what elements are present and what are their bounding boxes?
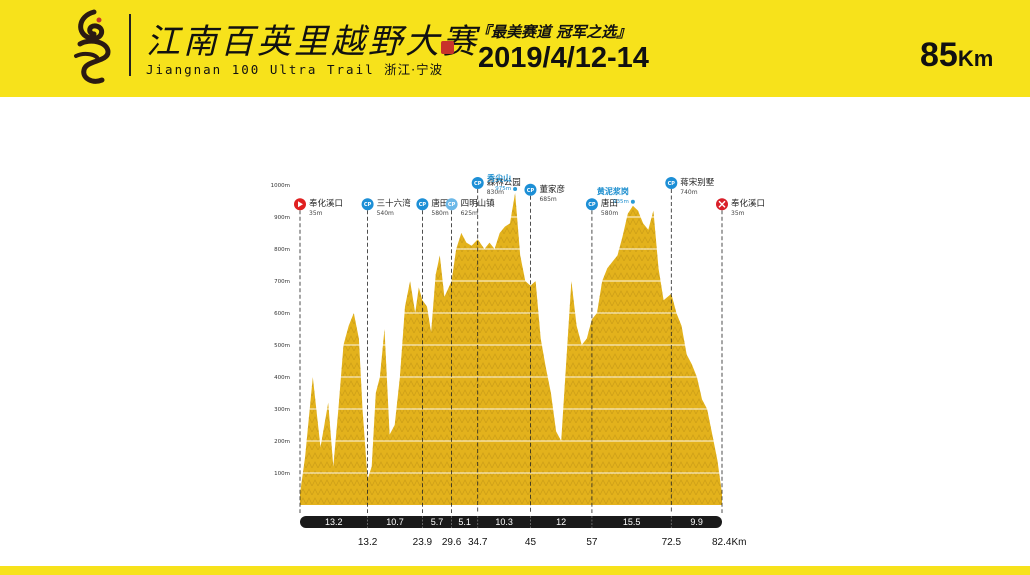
svg-text:CP: CP [588, 202, 596, 208]
checkpoint-elevation: 540m [377, 210, 394, 217]
cumulative-distance-label: 82.4Km [712, 537, 746, 548]
segment-bar: 13.2 10.7 5.7 5.1 10.3 12 15.5 9.9 13.2 23.9 29.6 3… [300, 516, 746, 548]
race-slogan: 『最美赛道 冠军之选』 [476, 23, 632, 41]
cp-icon: CP [524, 183, 537, 196]
cp-icon: CP [361, 198, 374, 211]
y-tick-label: 100m [274, 471, 290, 477]
peak-name: 黄泥浆岗 [597, 186, 629, 196]
checkpoint-name: 三十六湾 [377, 198, 412, 209]
checkpoint-name: 奉化溪口 [309, 198, 343, 209]
checkpoint-elevation: 35m [309, 210, 323, 217]
cp-icon: CP [585, 198, 598, 211]
race-title-english: Jiangnan 100 Ultra Trail 浙江·宁波 [146, 62, 444, 77]
race-date: 2019/4/12-14 [478, 42, 649, 74]
y-tick-label: 600m [274, 311, 290, 317]
y-tick-label: 200m [274, 439, 290, 445]
cumulative-distance-label: 57 [586, 537, 598, 548]
y-tick-label: 800m [274, 247, 290, 253]
svg-text:CP: CP [668, 181, 676, 187]
gridlines [300, 184, 722, 474]
cp-icon: CP [471, 177, 484, 189]
segment-length: 5.1 [458, 517, 471, 527]
header-bar [0, 0, 1030, 97]
cp-icon: CP [445, 198, 458, 211]
segment-length: 12 [556, 517, 566, 527]
checkpoint-name: 森林公园 [487, 177, 521, 188]
checkpoint-name: 董家彦 [539, 184, 565, 195]
y-tick-label: 900m [274, 215, 290, 221]
race-location: 浙江·宁波 [384, 62, 444, 77]
segment-length: 13.2 [325, 517, 343, 527]
cumulative-distance-label: 23.9 [413, 537, 433, 548]
y-tick-label: 1000m [271, 183, 290, 189]
dragon-logo-icon [74, 9, 111, 84]
checkpoint-elevation: 580m [601, 210, 618, 217]
svg-text:CP: CP [474, 181, 482, 187]
checkpoint-name: 唐田 [431, 198, 448, 209]
terrain-texture [300, 193, 722, 505]
peak-elevation: 935m [613, 199, 629, 205]
y-tick-label: 700m [274, 279, 290, 285]
checkpoint-elevation: 580m [431, 210, 448, 217]
svg-text:CP: CP [448, 202, 456, 208]
header-divider [129, 14, 131, 76]
elevation-area [300, 193, 722, 505]
peak-name: 秀尖山 [486, 173, 511, 183]
peak-elevation: 975m [495, 186, 511, 192]
y-tick-label: 300m [274, 407, 290, 413]
cp-icon: CP [665, 177, 678, 189]
segment-length: 15.5 [623, 517, 641, 527]
cp-icon: CP [416, 198, 429, 211]
footer-bar [0, 566, 1030, 575]
y-axis: 100m 200m 300m 400m 500m 600m 700m 800m 900m 1000… [271, 183, 290, 477]
segment-length: 5.7 [431, 517, 444, 527]
race-distance: 85Km [920, 36, 994, 74]
y-tick-label: 500m [274, 343, 290, 349]
svg-text:CP: CP [527, 188, 535, 194]
checkpoint-elevation: 740m [680, 189, 697, 196]
cumulative-distance-label: 13.2 [358, 537, 378, 548]
segment-length: 10.7 [386, 517, 404, 527]
cumulative-distance-label: 34.7 [468, 537, 488, 548]
checkpoint-elevation: 35m [731, 210, 745, 217]
checkpoint-elevation: 830m [487, 189, 504, 196]
race-title-chinese: 江南百英里越野大赛 [146, 22, 479, 62]
seal-stamp-icon [441, 41, 454, 54]
svg-text:CP: CP [419, 202, 427, 208]
play-icon [294, 198, 306, 211]
checkpoint-elevation: 685m [539, 196, 556, 203]
checkpoint-name: 蒋宋别墅 [680, 177, 715, 188]
peak-dot [630, 199, 635, 204]
checkpoint-name: 唐田 [601, 198, 618, 209]
y-tick-label: 400m [274, 375, 290, 381]
cumulative-distance-label: 72.5 [662, 537, 682, 548]
cumulative-distance-label: 45 [525, 537, 537, 548]
segment-bar-bg [300, 516, 722, 528]
segment-length: 10.3 [495, 517, 513, 527]
cumulative-distance-label: 29.6 [442, 537, 462, 548]
svg-text:CP: CP [364, 202, 372, 208]
segment-length: 9.9 [690, 517, 703, 527]
peak-dot [513, 187, 518, 191]
finish-icon [716, 198, 728, 211]
checkpoint-name: 奉化溪口 [731, 198, 765, 209]
checkpoint-elevation: 625m [461, 210, 478, 217]
